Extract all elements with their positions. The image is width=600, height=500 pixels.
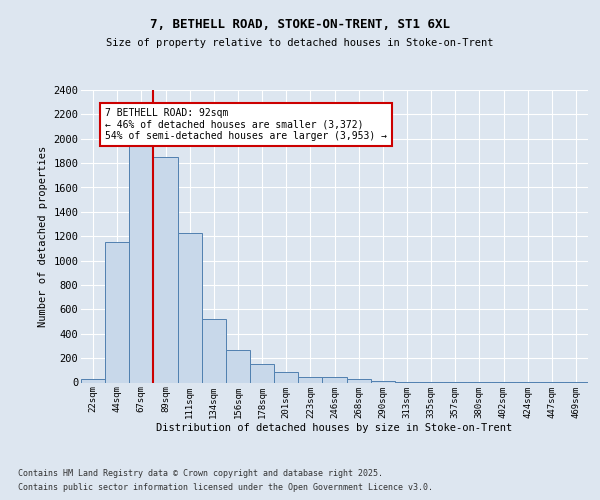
- Text: Contains public sector information licensed under the Open Government Licence v3: Contains public sector information licen…: [18, 484, 433, 492]
- Bar: [178, 232, 202, 382]
- Text: Contains HM Land Registry data © Crown copyright and database right 2025.: Contains HM Land Registry data © Crown c…: [18, 468, 383, 477]
- Bar: [347, 379, 371, 382]
- Bar: [274, 372, 298, 382]
- Text: 7 BETHELL ROAD: 92sqm
← 46% of detached houses are smaller (3,372)
54% of semi-d: 7 BETHELL ROAD: 92sqm ← 46% of detached …: [105, 108, 387, 142]
- Bar: [105, 242, 129, 382]
- Bar: [250, 364, 274, 382]
- Bar: [129, 144, 154, 382]
- Text: Size of property relative to detached houses in Stoke-on-Trent: Size of property relative to detached ho…: [106, 38, 494, 48]
- Bar: [81, 380, 105, 382]
- Bar: [371, 380, 395, 382]
- Text: 7, BETHELL ROAD, STOKE-ON-TRENT, ST1 6XL: 7, BETHELL ROAD, STOKE-ON-TRENT, ST1 6XL: [150, 18, 450, 30]
- Bar: [226, 350, 250, 382]
- Bar: [298, 377, 322, 382]
- X-axis label: Distribution of detached houses by size in Stoke-on-Trent: Distribution of detached houses by size …: [157, 423, 512, 433]
- Bar: [322, 377, 347, 382]
- Bar: [202, 319, 226, 382]
- Bar: [154, 157, 178, 382]
- Y-axis label: Number of detached properties: Number of detached properties: [38, 146, 47, 327]
